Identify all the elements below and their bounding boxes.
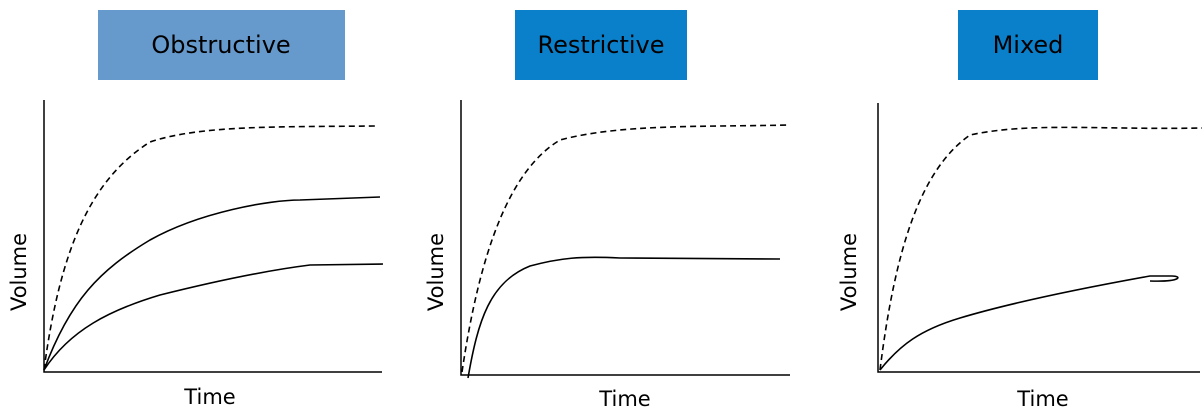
y-label: Volume — [7, 233, 31, 311]
title-box — [958, 10, 1098, 80]
normal-curve — [43, 125, 376, 371]
panel-restrictive: Restrictive Volume Time — [424, 10, 791, 411]
panel-title: Mixed — [993, 31, 1064, 59]
normal-curve — [879, 126, 1203, 371]
panel-obstructive: Obstructive Volume Time — [7, 10, 384, 409]
normal-curve — [461, 124, 791, 373]
y-label: Volume — [424, 233, 448, 311]
panel-title: Obstructive — [151, 31, 290, 59]
x-label: Time — [1016, 387, 1068, 411]
axes — [43, 100, 382, 373]
curve — [879, 275, 1179, 371]
curve — [43, 196, 381, 371]
panel-title: Restrictive — [537, 31, 664, 59]
panel-mixed: Mixed Volume Time — [837, 10, 1203, 411]
curve — [43, 263, 384, 371]
x-label: Time — [598, 387, 650, 411]
axes — [460, 100, 790, 376]
curve — [467, 256, 781, 379]
y-label: Volume — [837, 233, 861, 311]
axes — [877, 103, 1200, 373]
title-box — [98, 10, 345, 80]
x-label: Time — [183, 385, 235, 409]
title-box — [515, 10, 687, 80]
